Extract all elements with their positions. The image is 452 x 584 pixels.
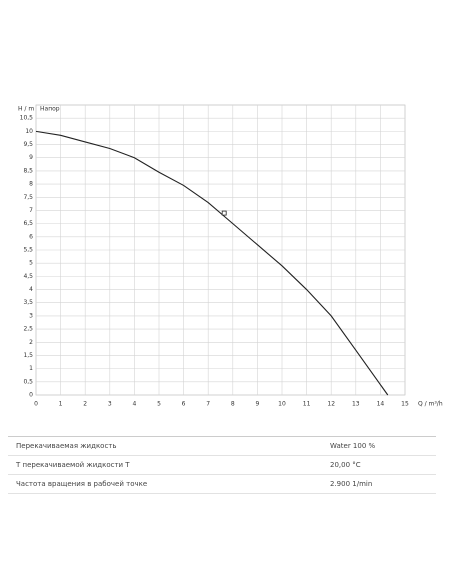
y-tick-label: 4,5 [23,273,33,280]
x-tick-label: 11 [303,401,311,408]
y-tick-label: 1 [29,365,33,372]
y-tick-label: 6,5 [23,220,33,227]
y-tick-label: 5,5 [23,247,33,254]
y-tick-label: 10,5 [20,115,34,122]
table-cell: Перекачиваемая жидкость [16,442,117,450]
x-tick-label: 13 [352,401,360,408]
y-tick-label: 5 [29,260,33,267]
x-tick-label: 2 [83,401,87,408]
y-tick-label: 2,5 [23,326,33,333]
x-tick-label: 6 [182,401,186,408]
curve [35,130,389,396]
table-row: Перекачиваемая жидкость Water 100 % [8,437,436,456]
x-tick-label: 9 [255,401,259,408]
x-tick-label: 14 [377,401,385,408]
table: Перекачиваемая жидкость Water 100 % T пере… [8,436,436,494]
y-tick-label: 0,5 [23,378,33,385]
x-tick-label: 1 [59,401,63,408]
y-tick-label: 9 [29,154,33,161]
x-tick-label: 10 [278,401,286,408]
x-tick-label: 8 [231,401,235,408]
y-tick-label: 3,5 [23,299,33,306]
y-tick-label: 7 [29,207,33,214]
x-tick-label: 4 [132,401,136,408]
x-tick-label: 0 [34,401,38,408]
x-tick-label: 7 [206,401,210,408]
y-tick-label: 7,5 [23,194,33,201]
y-tick-label: 2 [29,339,33,346]
y-tick-label: 8,5 [23,167,33,174]
table-cell: 20,00 °C [330,461,361,469]
table-cell: T перекачиваемой жидкости T [16,461,130,469]
table-cell: 2.900 1/min [330,480,373,488]
legend-entry: Напор [40,106,60,113]
table-cell: Water 100 % [330,442,376,450]
y-tick-label: 8 [29,181,33,188]
y-tick-label: 1,5 [23,352,33,359]
table-row: T перекачиваемой жидкости T 20,00 °C [8,456,436,475]
x-tick-label: 3 [108,401,112,408]
x-tick-label: 12 [327,401,335,408]
operating-point [221,210,227,216]
table-row: Частота вращения в рабочей точке 2.900 1/… [8,475,436,494]
y-tick-label: 9,5 [23,141,33,148]
y-tick-label: 3 [29,312,33,319]
x-axis-label: Q / m³/h [418,401,443,408]
y-tick-label: 10 [25,128,33,135]
y-axis-label: H / m [18,106,34,113]
x-tick-label: 5 [157,401,161,408]
chart: H / m Q / m³/h 0 0,5 1 1,5 2 2,5 3 3,5 4 4,5 5 5,5 6… [18,104,443,408]
x-tick-label: 15 [401,401,409,408]
y-tick-label: 0 [29,392,33,399]
y-tick-label: 4 [29,286,33,293]
table-cell: Частота вращения в рабочей точке [16,480,148,488]
y-tick-label: 6 [29,233,33,240]
